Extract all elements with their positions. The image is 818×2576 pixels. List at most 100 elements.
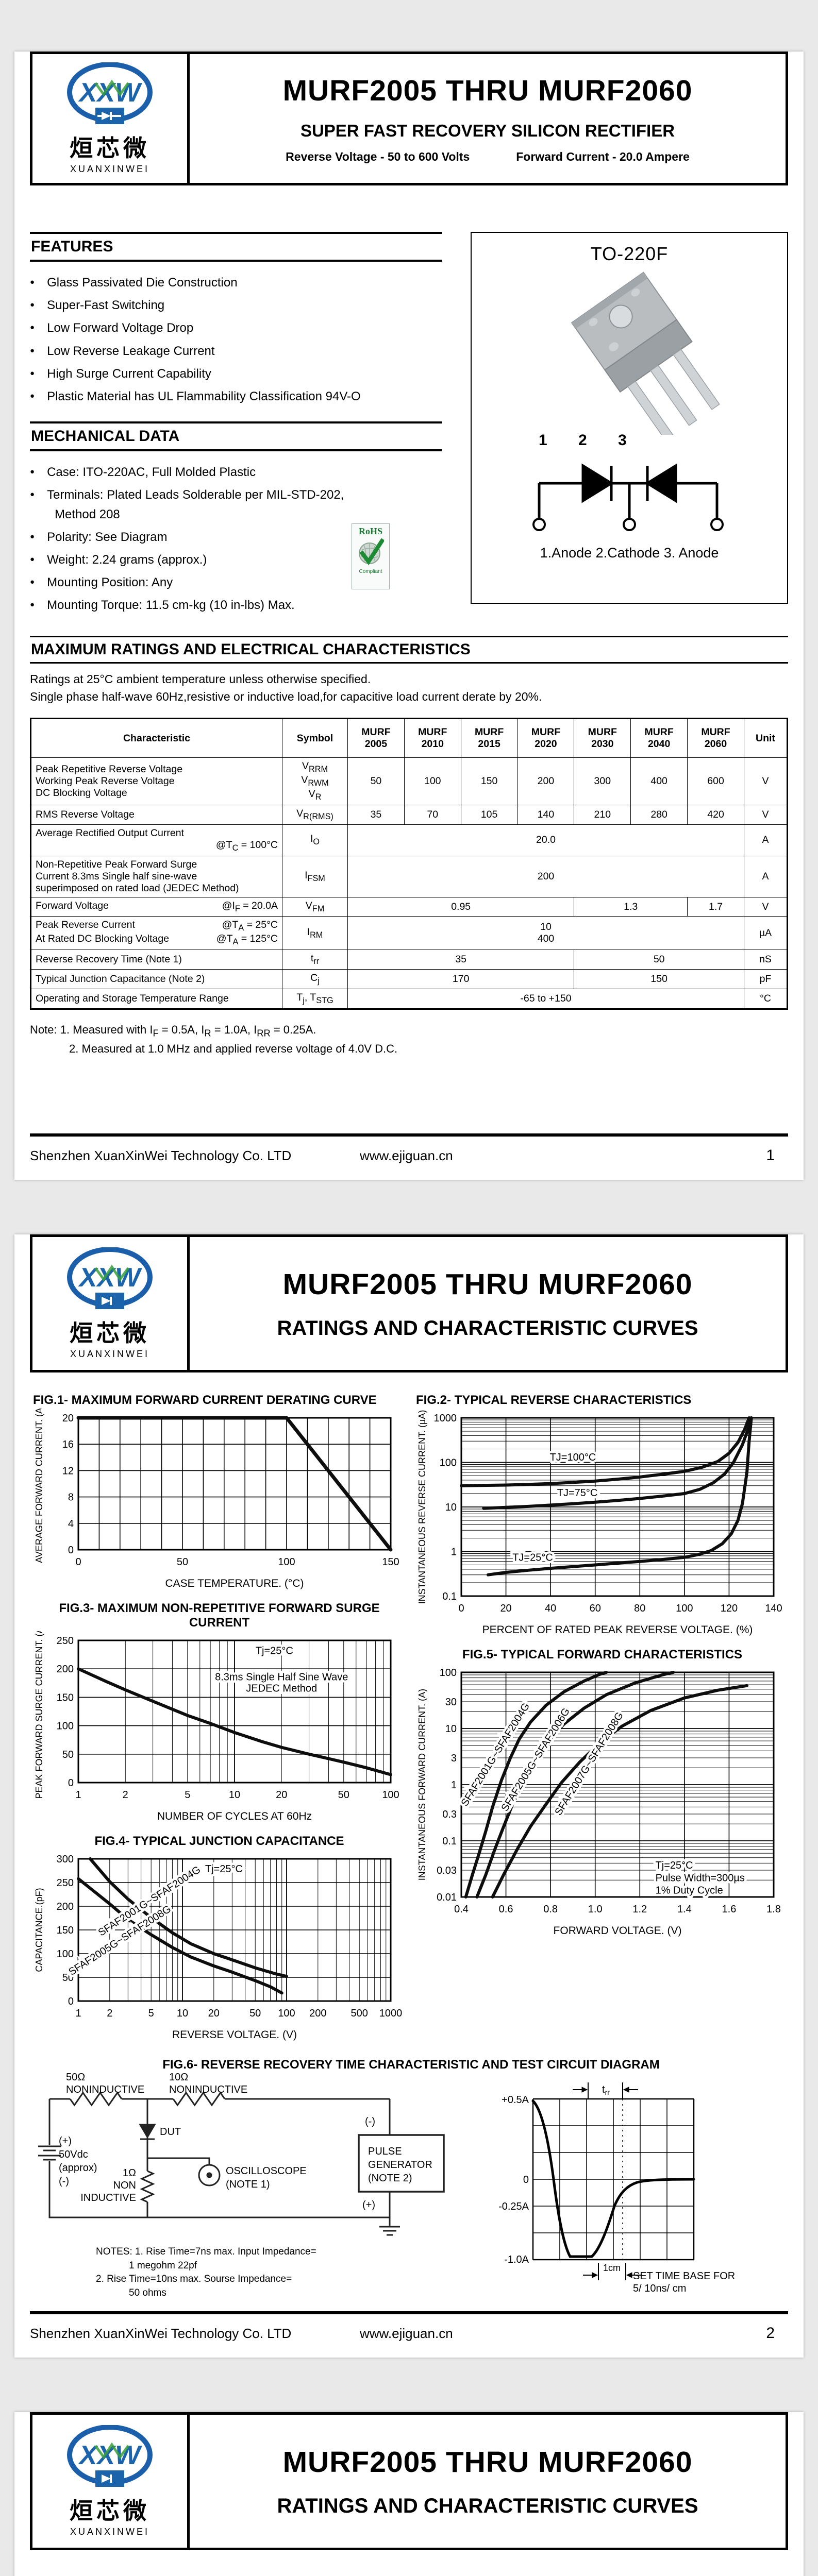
characteristic-cell: Peak Repetitive Reverse Voltage Working P… bbox=[30, 757, 282, 805]
symbol-cell: IFSM bbox=[282, 855, 348, 897]
circuit-label: NONINDUCTIVE bbox=[66, 2084, 144, 2095]
x-tick-label: 500 bbox=[351, 2008, 368, 2019]
x-tick-label: 1000 bbox=[379, 2008, 403, 2019]
value-cell: 20.0 bbox=[347, 824, 744, 856]
value-cell: 50 bbox=[574, 950, 744, 970]
x-tick-label: 1.6 bbox=[722, 1904, 737, 1915]
waveform-label: +0.5A bbox=[502, 2094, 529, 2106]
features-column: FEATURES ● Glass Passivated Die Construct… bbox=[30, 232, 442, 618]
column-header: MURF 2005 bbox=[347, 718, 405, 758]
x-axis-label: NUMBER OF CYCLES AT 60Hz bbox=[157, 1810, 312, 1822]
y-axis-label: AVERAGE FORWARD CURRENT. (A) bbox=[34, 1409, 44, 1563]
characteristic-cell: Forward Voltage @IF = 20.0A bbox=[30, 896, 282, 917]
note-line: 2. Measured at 1.0 MHz and applied rever… bbox=[69, 1042, 398, 1055]
datasheet-page-3: XXW 烜芯微 XUANXINWEI MURF2005 THRU MURF206… bbox=[14, 2412, 804, 2576]
bullet-item: ● Case: ITO-220AC, Full Molded Plastic bbox=[30, 465, 256, 480]
column-header: Unit bbox=[744, 718, 788, 758]
part-number-title: MURF2005 THRU MURF2060 bbox=[282, 2445, 693, 2479]
unit-cell: pF bbox=[744, 969, 788, 990]
note-line: 2. Rise Time=10ns max. Sourse Impedance= bbox=[96, 2274, 292, 2285]
symbol-cell: trr bbox=[282, 950, 348, 970]
datasheet-page-1: XXW 烜芯微 XUANXINWEI MURF2005 THRU MURF206… bbox=[14, 52, 804, 1180]
y-tick-label: 30 bbox=[445, 1697, 457, 1708]
data-curve bbox=[464, 1671, 608, 1899]
brand-logo-icon: XXW bbox=[67, 1247, 153, 1309]
pinout-caption: 1.Anode 2.Cathode 3. Anode bbox=[540, 545, 719, 561]
bullet-icon: ● bbox=[30, 323, 35, 332]
trr-label: trr bbox=[602, 2084, 610, 2096]
logo-chinese: 烜芯微 bbox=[69, 135, 150, 161]
table-row: Peak Repetitive Reverse Voltage Working P… bbox=[30, 757, 788, 805]
note-line: 1 megohm 22pf bbox=[129, 2260, 197, 2271]
ratings-tagline: Reverse Voltage - 50 to 600 Volts Forwar… bbox=[286, 150, 690, 164]
spec-table: Characteristic Symbol MURF 2005 MURF 2010 MURF… bbox=[30, 718, 788, 1010]
table-row: Peak Reverse Current @TA = 25°C At Rated D… bbox=[30, 916, 788, 951]
fig4-chart: 1 2 5 10 20 50 100 200 500 1000 0 50 100 150 200 250 300… bbox=[34, 1854, 403, 2041]
bullet-icon: ● bbox=[30, 391, 35, 400]
fig1-block: FIG.1- MAXIMUM FORWARD CURRENT DERATING … bbox=[29, 1393, 406, 1594]
y-tick-label: 1000 bbox=[434, 1413, 457, 1424]
ratings-conditions: Ratings at 25°C ambient temperature unle… bbox=[30, 671, 788, 705]
data-curve bbox=[491, 1684, 749, 1899]
curve-annotation: Pulse Width=300µs bbox=[656, 1873, 745, 1884]
x-tick-label: 0 bbox=[458, 1603, 464, 1614]
symbol-cell: VR(RMS) bbox=[282, 804, 348, 825]
x-tick-label: 10 bbox=[229, 1789, 240, 1801]
x-tick-label: 50 bbox=[177, 1556, 188, 1568]
table-row: Operating and Storage Temperature Range T… bbox=[30, 989, 788, 1009]
fig2-block: FIG.2- TYPICAL REVERSE CHARACTERISTICS 0… bbox=[412, 1393, 789, 1640]
value-cell: -65 to +150 bbox=[347, 989, 744, 1009]
column-header: MURF 2030 bbox=[574, 718, 631, 758]
y-tick-label: 100 bbox=[57, 1721, 74, 1732]
value-cell: 35 bbox=[347, 950, 575, 970]
circuit-label: (NOTE 2) bbox=[368, 2173, 412, 2184]
x-tick-label: 2 bbox=[123, 1789, 128, 1801]
characteristic-cell: Typical Junction Capacitance (Note 2) bbox=[30, 969, 282, 990]
circuit-label: GENERATOR bbox=[368, 2159, 432, 2171]
page-number: 2 bbox=[766, 2325, 775, 2342]
circuit-label: OSCILLOSCOPE bbox=[226, 2165, 307, 2177]
column-header: MURF 2040 bbox=[630, 718, 688, 758]
unit-cell: A bbox=[744, 824, 788, 856]
symbol-cell: IO bbox=[282, 824, 348, 856]
x-tick-label: 5 bbox=[185, 1789, 190, 1801]
bullet-item: ● Polarity: See Diagram bbox=[30, 530, 168, 544]
company-name: Shenzhen XuanXinWei Technology Co. LTD bbox=[30, 2326, 292, 2341]
value-cell: 35 bbox=[347, 804, 405, 825]
value-cell: 1.7 bbox=[687, 896, 744, 917]
bullet-icon: ● bbox=[30, 368, 35, 378]
x-tick-label: 1.8 bbox=[766, 1904, 781, 1915]
x-tick-label: 120 bbox=[721, 1603, 738, 1614]
value-cell: 150 bbox=[574, 969, 744, 990]
waveform-label: -1.0A bbox=[504, 2254, 529, 2265]
curve-annotation: 8.3ms Single Half Sine Wave bbox=[215, 1671, 348, 1683]
x-tick-label: 50 bbox=[338, 1789, 349, 1801]
internal-diode-schematic bbox=[532, 463, 724, 531]
package-outline-box: TO-220F 1 2 3 bbox=[471, 232, 788, 604]
x-axis-label: CASE TEMPERATURE. (°C) bbox=[165, 1578, 304, 1589]
y-tick-label: 200 bbox=[57, 1664, 74, 1675]
y-tick-label: 0 bbox=[68, 1996, 74, 2007]
unit-cell: V bbox=[744, 757, 788, 805]
value-cell: 200 bbox=[517, 757, 575, 805]
circuit-label: (NOTE 1) bbox=[226, 2179, 270, 2190]
circuit-label: 50Vdc bbox=[59, 2149, 88, 2160]
forward-current-rating: Forward Current - 20.0 Ampere bbox=[516, 149, 690, 163]
unit-cell: A bbox=[744, 855, 788, 897]
y-tick-label: 50 bbox=[62, 1972, 74, 1984]
fig3-title: FIG.3- MAXIMUM NON-REPETITIVE FORWARD SU… bbox=[59, 1601, 380, 1630]
circuit-label: PULSE bbox=[368, 2146, 402, 2157]
company-name: Shenzhen XuanXinWei Technology Co. LTD bbox=[30, 1148, 292, 1163]
svg-text:XXW: XXW bbox=[78, 1263, 142, 1293]
bullet-item: ● Glass Passivated Die Construction bbox=[30, 276, 238, 290]
x-tick-label: 0 bbox=[75, 1556, 81, 1568]
table-header-row: Characteristic Symbol MURF 2005 MURF 2010 MURF… bbox=[30, 718, 788, 758]
column-header: Characteristic bbox=[30, 718, 282, 758]
note-line: 50 ohms bbox=[129, 2287, 166, 2298]
y-tick-label: 50 bbox=[62, 1749, 74, 1760]
curves-subtitle: RATINGS AND CHARACTERISTIC CURVES bbox=[277, 1316, 698, 1340]
characteristic-cell: Average Rectified Output Current @TC = 10… bbox=[30, 824, 282, 856]
logo-chinese: 烜芯微 bbox=[69, 2498, 150, 2524]
circuit-label: (+) bbox=[362, 2199, 375, 2211]
table-row: Average Rectified Output Current @TC = 10… bbox=[30, 824, 788, 856]
